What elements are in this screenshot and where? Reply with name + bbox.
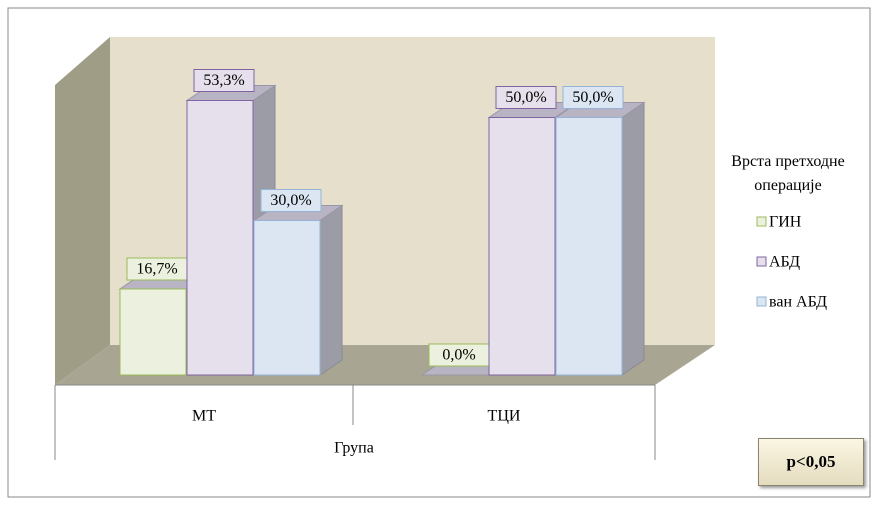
- value-label: 0,0%: [442, 347, 475, 364]
- bar: [488, 117, 556, 376]
- legend-swatch: [756, 216, 767, 227]
- bar: [555, 117, 623, 376]
- x-axis-label: Група: [334, 440, 374, 457]
- annotation: p<0,05: [758, 438, 864, 486]
- value-label: 16,7%: [136, 261, 177, 278]
- bar-side: [621, 101, 645, 376]
- value-label: 50,0%: [572, 89, 613, 106]
- legend-swatch: [756, 296, 767, 307]
- bar: [119, 288, 187, 376]
- value-label: 30,0%: [270, 192, 311, 209]
- x-tick-label: ТЦИ: [488, 408, 521, 425]
- legend-label: ван АБД: [769, 294, 827, 311]
- side-wall: [55, 37, 110, 385]
- value-label-box: [562, 86, 624, 109]
- legend-label: ГИН: [769, 214, 802, 231]
- value-label-box: [495, 86, 557, 109]
- value-label: 53,3%: [203, 72, 244, 89]
- x-tick-label: МТ: [192, 408, 216, 425]
- legend-label: АБД: [769, 254, 800, 271]
- value-label: 50,0%: [505, 89, 546, 106]
- value-label-box: [260, 189, 322, 212]
- bar: [253, 220, 321, 376]
- bar: [186, 100, 254, 376]
- legend-title: Врста претходне операције: [731, 153, 845, 194]
- value-label-box: [193, 69, 255, 93]
- bar-side: [319, 204, 343, 376]
- legend-swatch: [756, 256, 767, 267]
